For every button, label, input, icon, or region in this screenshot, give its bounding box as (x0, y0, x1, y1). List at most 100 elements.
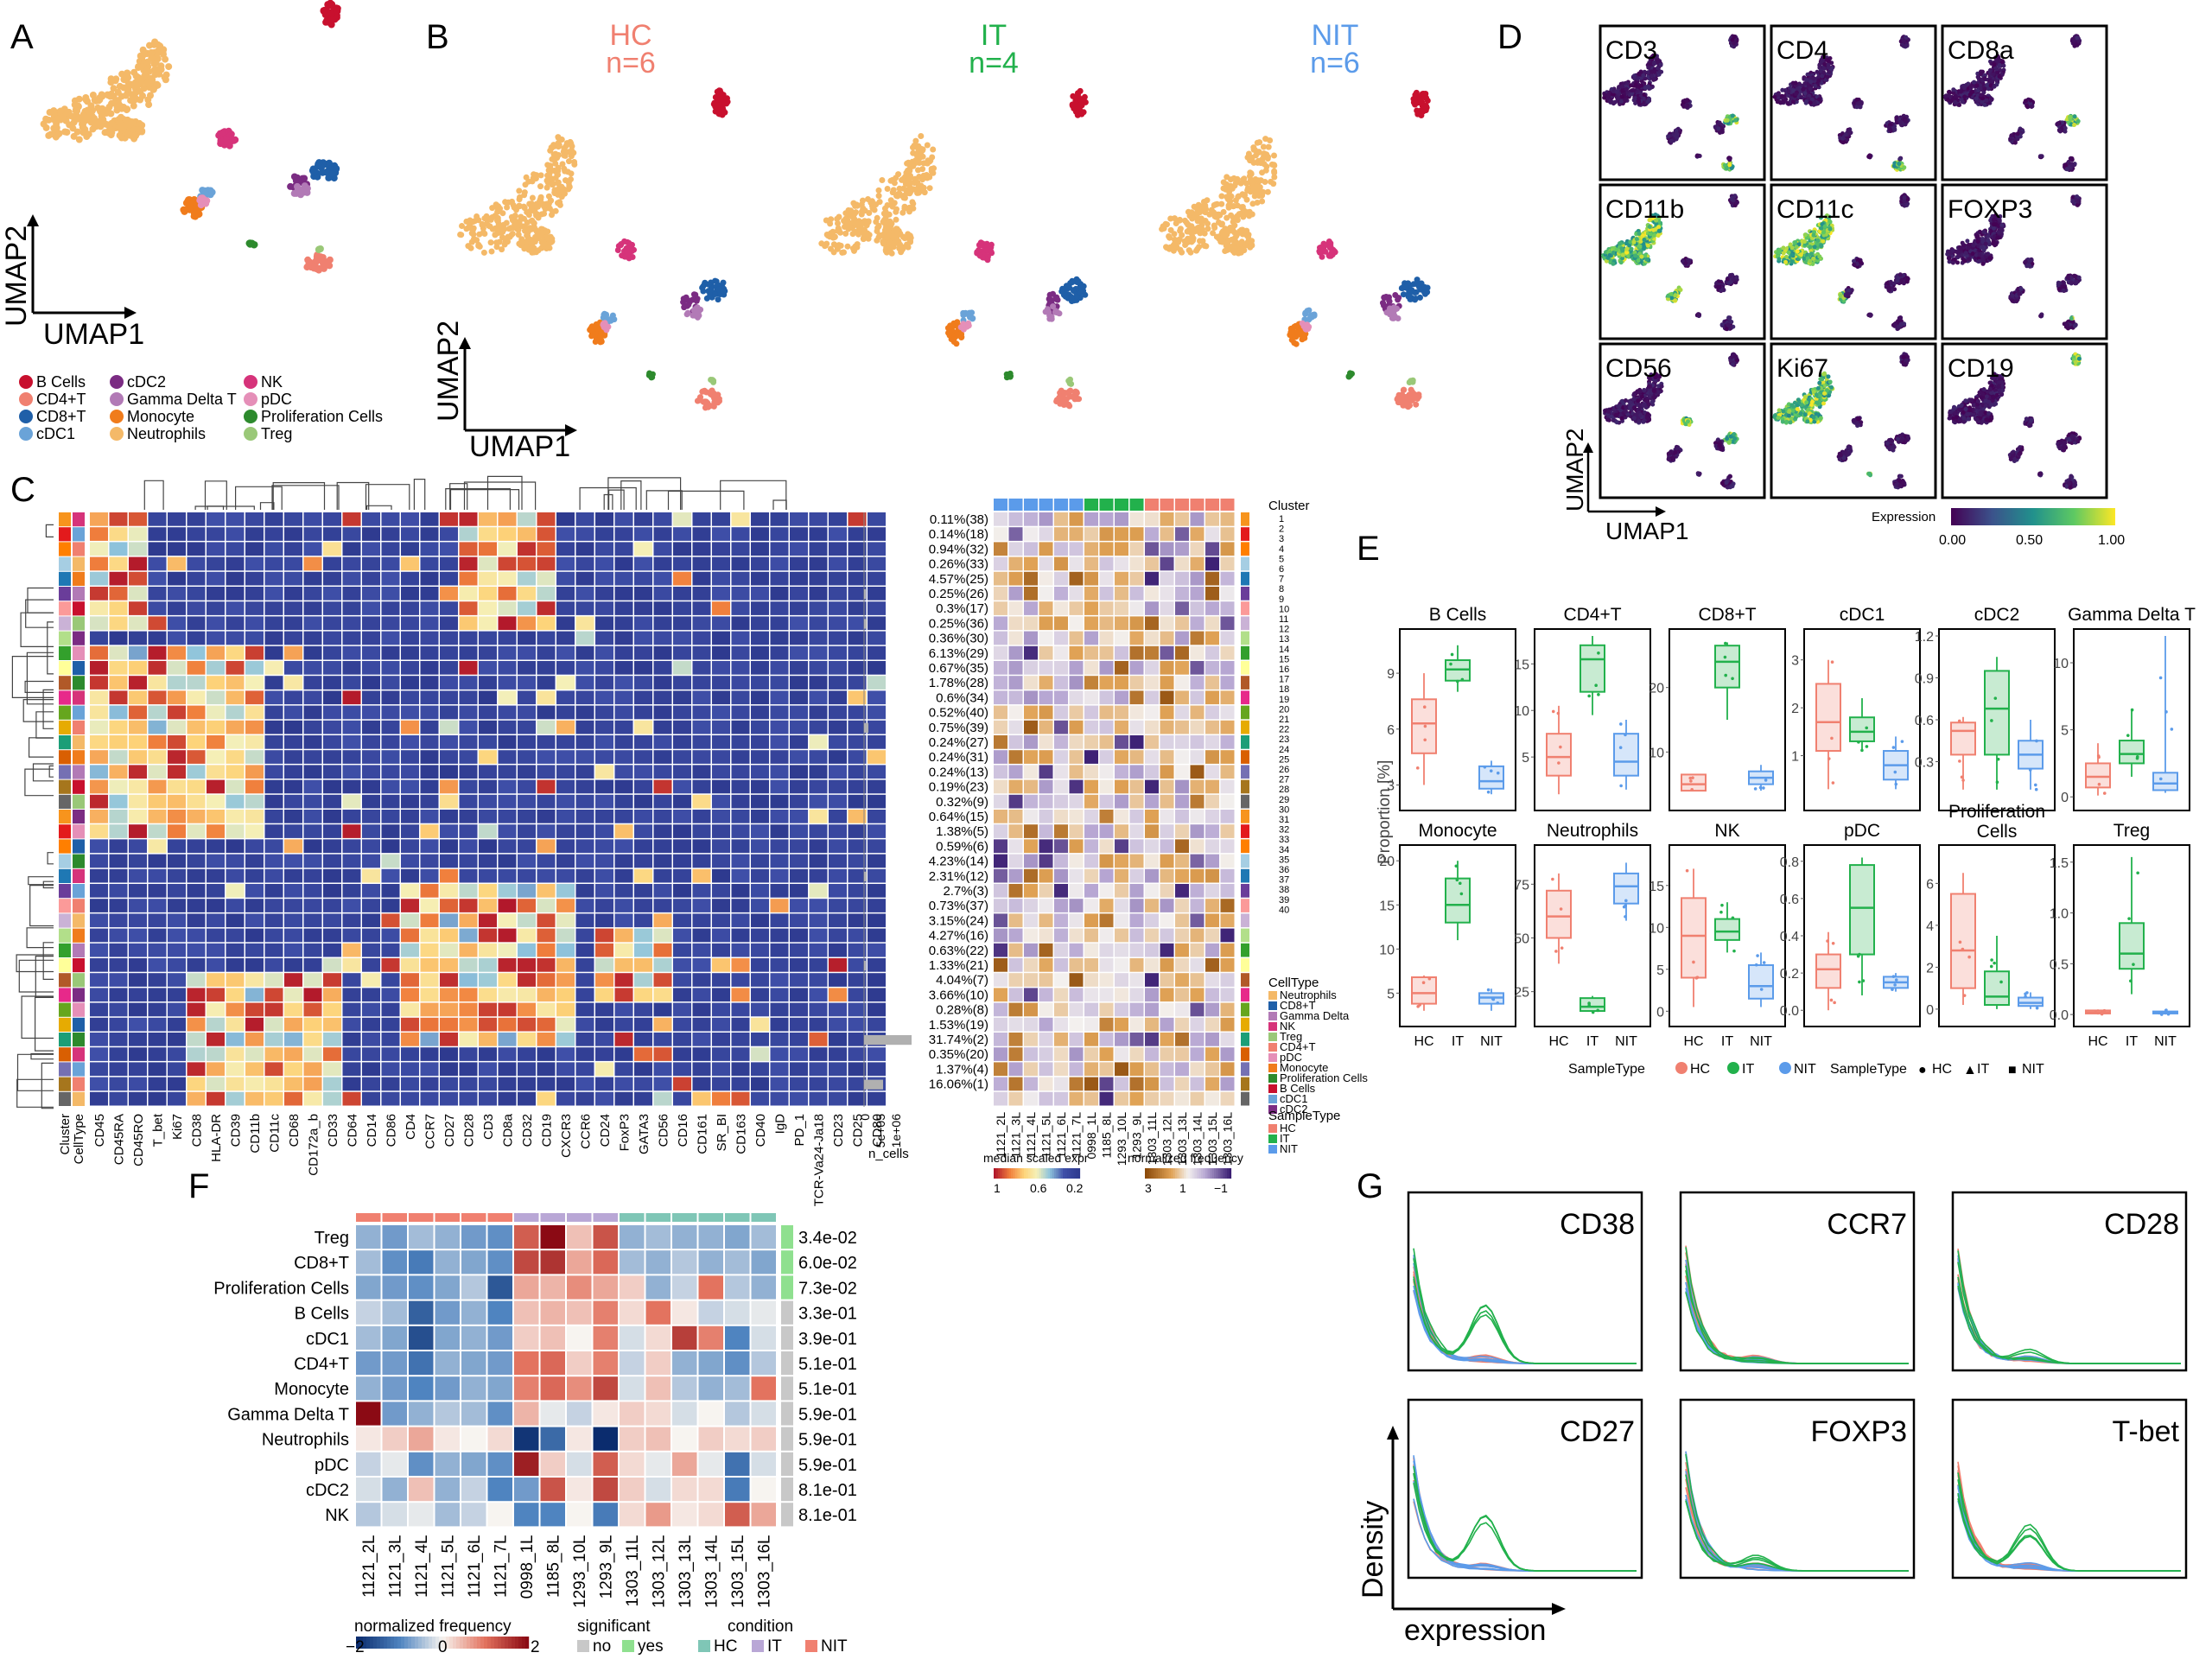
umap-point (494, 216, 501, 223)
umap-point (1652, 232, 1657, 238)
umap-point (1611, 261, 1616, 266)
umap-point (839, 249, 846, 256)
umap-point (546, 169, 553, 176)
umap-point (487, 216, 494, 223)
umap-point (1666, 134, 1671, 139)
umap-point (1987, 68, 1993, 73)
legend-swatch-a (110, 410, 124, 423)
umap-point (1399, 391, 1406, 398)
umap-point (186, 206, 194, 213)
umap-point (202, 200, 210, 207)
umap-point (1781, 251, 1786, 256)
umap-point (568, 176, 574, 182)
umap-point (2012, 140, 2018, 145)
marker-title-d: CD3 (1605, 36, 1657, 65)
umap-point (1811, 232, 1816, 238)
umap-point (1724, 166, 1729, 171)
umap-point (1230, 175, 1237, 181)
umap-point (1974, 83, 1980, 88)
umap-point (1262, 179, 1268, 185)
marker-title-d: CD11b (1605, 195, 1684, 224)
umap-point (1673, 298, 1678, 303)
umap-point (1636, 258, 1641, 264)
umap-point (690, 291, 697, 298)
umap-point (835, 220, 841, 226)
umap-point (1822, 224, 1827, 229)
umap-point (906, 162, 913, 169)
umap-point (694, 397, 701, 404)
umap-point (907, 179, 913, 186)
umap-point (160, 50, 167, 58)
umap-point (925, 160, 931, 167)
umap-point (715, 391, 721, 398)
umap-point (144, 96, 152, 104)
umap-point (307, 258, 315, 266)
legend-label-a: Gamma Delta T (127, 391, 237, 408)
umap-point (1789, 252, 1795, 257)
umap-point (91, 120, 99, 128)
legend-swatch-a (19, 410, 33, 423)
umap-point (907, 189, 913, 195)
umap-point (1727, 162, 1732, 168)
umap-point (492, 232, 499, 238)
umap-point (2069, 156, 2075, 161)
umap-point (1979, 92, 1984, 98)
legend-label-a: B Cells (36, 373, 86, 391)
umap-point (150, 41, 158, 48)
umap-point (458, 232, 465, 238)
umap-point (1897, 119, 1903, 124)
legend-swatch-a (110, 427, 124, 441)
umap-point (1673, 293, 1678, 298)
umap-point (1619, 94, 1624, 99)
umap-point (1726, 322, 1731, 327)
umap-point (597, 333, 604, 340)
umap-point (42, 124, 50, 131)
umap-point (863, 232, 869, 238)
umap-point (1953, 93, 1958, 99)
umap-point (563, 143, 569, 149)
umap-point (834, 227, 841, 234)
umap-point (1734, 275, 1739, 280)
umap-point (516, 202, 523, 209)
umap-point (1772, 94, 1777, 99)
group-n-hc: n=6 (606, 47, 656, 79)
umap-point (1631, 98, 1637, 103)
umap-point (913, 152, 920, 159)
umap-point (293, 178, 301, 186)
umap-point (499, 246, 505, 253)
umap-point (1166, 234, 1173, 241)
umap-point (919, 146, 926, 153)
umap-point (1235, 194, 1242, 200)
umap-point (1635, 76, 1640, 81)
umap-point (1813, 84, 1818, 89)
umap-point (1202, 205, 1209, 212)
umap-point (106, 129, 114, 137)
umap-point (894, 230, 901, 237)
umap-point (1731, 198, 1736, 203)
umap-point (525, 178, 532, 185)
umap-point (976, 252, 983, 259)
umap-point (534, 203, 540, 210)
umap-point (895, 191, 901, 198)
legend-label-a: cDC2 (127, 373, 166, 391)
umap-point (107, 75, 115, 83)
umap-point (75, 136, 83, 143)
umap-point (910, 200, 917, 207)
umap-point (1231, 245, 1238, 252)
umap-point (465, 225, 472, 232)
umap-point (1624, 246, 1630, 251)
umap-point (1185, 208, 1192, 215)
umap-point (531, 245, 537, 251)
umap-point (1684, 99, 1689, 104)
umap-point (1058, 288, 1065, 295)
umap-point (474, 213, 480, 219)
umap-point (515, 232, 522, 238)
umap-point (1694, 153, 1700, 158)
umap-point (150, 60, 158, 67)
umap-point (320, 263, 327, 270)
umap-point (110, 85, 118, 92)
umap-point (1728, 273, 1733, 278)
umap-point (1732, 35, 1737, 40)
umap-point (314, 162, 321, 170)
